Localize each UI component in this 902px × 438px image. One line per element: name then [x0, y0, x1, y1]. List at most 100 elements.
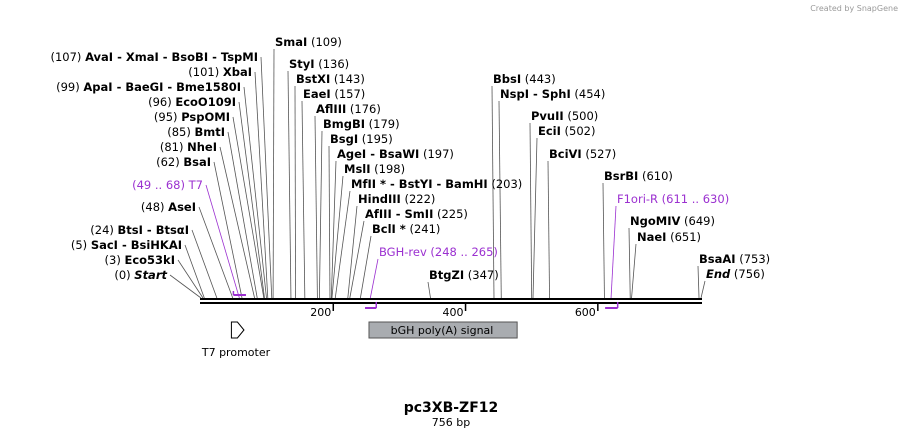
- site-position: (62): [156, 155, 183, 169]
- site-label: AgeI - BsaWI (197): [337, 147, 454, 161]
- site-name: MfII * - BstYI - BamHI: [351, 177, 488, 191]
- site-label: NgoMIV (649): [630, 214, 715, 228]
- site-label: StyI (136): [289, 57, 349, 71]
- site-bsaai[interactable]: BsaAI (753): [699, 252, 770, 266]
- site-bsrbi[interactable]: BsrBI (610): [604, 169, 673, 183]
- site-name: PspOMI: [181, 110, 230, 124]
- site-label: SmaI (109): [275, 35, 342, 49]
- site-position: (176): [346, 102, 381, 116]
- site-name: AvaI - XmaI - BsoBI - TspMI: [85, 50, 258, 64]
- primer-f1ori-r[interactable]: [605, 302, 619, 309]
- leader-line: [318, 130, 323, 299]
- primer-bgh-rev[interactable]: [365, 302, 378, 309]
- site-name: NspI - SphI: [500, 87, 571, 101]
- feature-t7-promoter[interactable]: T7 promoter: [201, 321, 271, 359]
- site-label: BsgI (195): [330, 132, 393, 146]
- site-name: BstXI: [296, 72, 330, 86]
- site-eaei[interactable]: EaeI (157): [303, 87, 365, 101]
- site-bsgi[interactable]: BsgI (195): [330, 132, 393, 146]
- leader-line: [334, 190, 351, 299]
- site-name: NgoMIV: [630, 214, 680, 228]
- site-bcli[interactable]: BclI * (241): [372, 222, 440, 236]
- site-afiii-smii[interactable]: AfIII - SmII (225): [365, 207, 468, 221]
- site-label: EciI (502): [538, 124, 596, 138]
- feature-label: bGH poly(A) signal: [391, 324, 494, 337]
- site-eco53ki[interactable]: (3) Eco53kI: [105, 253, 175, 267]
- axis-ticks: 200 400 600: [310, 303, 599, 319]
- site-bcivi[interactable]: BciVI (527): [549, 147, 616, 161]
- site-agei-bsawi[interactable]: AgeI - BsaWI (197): [337, 147, 454, 161]
- site-position: (99): [56, 80, 83, 94]
- site-ecoo109i[interactable]: (96) EcoO109I: [148, 95, 236, 109]
- site-pspomi[interactable]: (95) PspOMI: [154, 110, 230, 124]
- site-position: (81): [160, 140, 187, 154]
- site-apai-baegi-bme1580i[interactable]: (99) ApaI - BaeGI - Bme1580I: [56, 80, 241, 94]
- primer-t7[interactable]: [232, 291, 246, 296]
- site-styi[interactable]: StyI (136): [289, 57, 349, 71]
- site-t7[interactable]: (49 .. 68) T7: [132, 178, 203, 192]
- site-label: End (756): [706, 267, 765, 281]
- site-label: HindIII (222): [358, 192, 435, 206]
- leader-line: [227, 131, 258, 299]
- site-afliii[interactable]: AflIII (176): [316, 102, 381, 116]
- leader-line: [547, 160, 550, 299]
- site-bmgbi[interactable]: BmgBI (179): [323, 117, 400, 131]
- site-name: Eco53kI: [124, 253, 175, 267]
- plasmid-length: 756 bp: [432, 416, 470, 429]
- site-position: (96): [148, 95, 175, 109]
- leader-line: [349, 220, 365, 299]
- site-name: End: [706, 267, 731, 281]
- site-bgh-rev[interactable]: BGH-rev (248 .. 265): [379, 245, 498, 259]
- feature-bgh-polya[interactable]: bGH poly(A) signal: [368, 321, 518, 339]
- site-label: BsaAI (753): [699, 252, 770, 266]
- leader-line: [331, 175, 344, 299]
- site-hindiii[interactable]: HindIII (222): [358, 192, 435, 206]
- site-position: (651): [666, 230, 701, 244]
- site-saci-bsihkai[interactable]: (5) SacI - BsiHKAI: [71, 238, 182, 252]
- site-label: EaeI (157): [303, 87, 365, 101]
- site-asei[interactable]: (48) AseI: [141, 200, 196, 214]
- leader-line: [169, 274, 202, 299]
- sequence-backbone: [200, 298, 702, 304]
- site-pvuii[interactable]: PvuII (500): [531, 109, 598, 123]
- site-bstxi[interactable]: BstXI (143): [296, 72, 365, 86]
- site-position: (649): [680, 214, 715, 228]
- site-nhei[interactable]: (81) NheI: [160, 140, 217, 154]
- site-avai-xmai-bsobi-tspmi[interactable]: (107) AvaI - XmaI - BsoBI - TspMI: [50, 50, 258, 64]
- site-position: (109): [307, 35, 342, 49]
- site-position: (49 .. 68): [132, 178, 189, 192]
- site-position: (95): [154, 110, 181, 124]
- site-xbai[interactable]: (101) XbaI: [188, 65, 252, 79]
- site-position: (24): [90, 223, 117, 237]
- site-naei[interactable]: NaeI (651): [637, 230, 701, 244]
- site-f1ori-r[interactable]: F1ori-R (611 .. 630): [617, 192, 729, 206]
- site-ecii[interactable]: EciI (502): [538, 124, 596, 138]
- site-nspi-sphi[interactable]: NspI - SphI (454): [500, 87, 605, 101]
- site-bmti[interactable]: (85) BmtI: [167, 125, 225, 139]
- site-name: HindIII: [358, 192, 401, 206]
- feature-box: [368, 321, 518, 339]
- site-mfii-bstyi-bamhi[interactable]: MfII * - BstYI - BamHI (203): [351, 177, 522, 191]
- site-btsi-bts-i[interactable]: (24) BtsI - BtsαI: [90, 223, 189, 237]
- site-bsai[interactable]: (62) BsaI: [156, 155, 211, 169]
- site-name: AgeI - BsaWI: [337, 147, 419, 161]
- primer-marks: [232, 291, 619, 309]
- site-position: (101): [188, 65, 223, 79]
- site-name: AseI: [168, 200, 196, 214]
- site-name: SmaI: [275, 35, 307, 49]
- leader-line: [498, 100, 502, 299]
- leader-line: [427, 281, 431, 299]
- leader-line: [238, 101, 265, 299]
- site-smai[interactable]: SmaI (109): [275, 35, 342, 49]
- site-end[interactable]: End (756): [706, 267, 765, 281]
- site-start[interactable]: (0) Start: [114, 268, 167, 282]
- site-position: (5): [71, 238, 91, 252]
- leader-line: [232, 116, 265, 299]
- site-position: (225): [433, 207, 468, 221]
- site-bbsi[interactable]: BbsI (443): [493, 72, 556, 86]
- site-btgzi[interactable]: BtgZI (347): [429, 268, 499, 282]
- site-msli[interactable]: MslI (198): [344, 162, 405, 176]
- site-label: MslI (198): [344, 162, 405, 176]
- site-ngomiv[interactable]: NgoMIV (649): [630, 214, 715, 228]
- site-name: SacI - BsiHKAI: [91, 238, 182, 252]
